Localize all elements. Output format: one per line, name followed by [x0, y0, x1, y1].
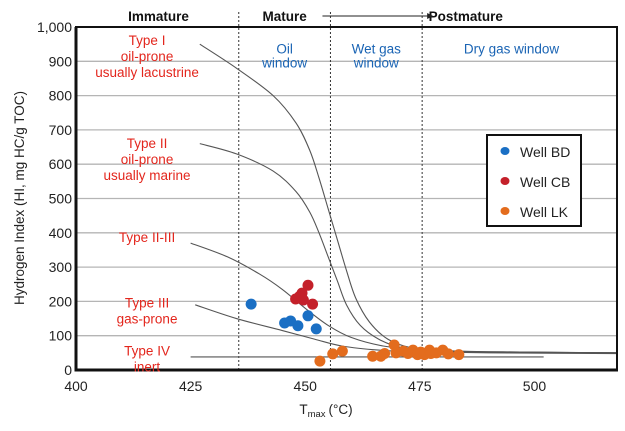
y-tick-label: 800	[49, 88, 73, 104]
x-tick-label: 475	[408, 378, 432, 394]
x-tick-label: 450	[294, 378, 318, 394]
window-label: Dry gas window	[464, 42, 560, 57]
data-point-well-cb	[302, 279, 314, 291]
data-points	[245, 279, 465, 367]
legend-marker-well-cb	[500, 177, 510, 185]
window-label: Oil window	[261, 42, 307, 71]
x-tick-label: 500	[523, 378, 547, 394]
y-tick-label: 500	[49, 191, 73, 207]
kerogen-type-label: Type II oil-prone usually marine	[104, 136, 191, 183]
plot-frame	[74, 26, 618, 372]
data-point-well-bd	[310, 323, 322, 335]
y-tick-label: 700	[49, 122, 73, 138]
y-tick-label: 600	[49, 156, 73, 172]
grid-lines	[76, 60, 617, 337]
curve-type-ii-iii	[190, 242, 618, 354]
kerogen-type-label-line: usually lacustrine	[95, 65, 199, 80]
zone-header-postmature: Postmature	[429, 9, 504, 24]
y-tick-label: 0	[64, 362, 72, 378]
legend-marker-well-lk	[500, 207, 510, 215]
legend-marker-well-bd	[500, 147, 510, 155]
data-point-well-cb	[297, 294, 309, 306]
kerogen-type-label-line: Type III	[125, 295, 169, 310]
kerogen-type-label-line: Type IV	[124, 343, 170, 358]
zone-header-mature: Mature	[262, 9, 307, 24]
data-point-well-lk	[442, 348, 454, 360]
x-tick-labels: 400 425 450 475 500	[64, 378, 546, 394]
arrow-head-icon	[427, 13, 434, 19]
kerogen-type-label-line: oil-prone	[121, 152, 174, 167]
window-label-line: Oil	[276, 42, 293, 57]
window-label-line: Dry gas window	[464, 42, 560, 57]
y-tick-label: 1,000	[37, 19, 72, 35]
data-point-well-lk	[453, 349, 465, 361]
x-axis-title: Tmax (°C)	[299, 402, 352, 420]
kerogen-type-label: Type II-III	[119, 230, 175, 245]
y-tick-label: 900	[49, 53, 73, 69]
window-label: Wet gas window	[352, 42, 402, 71]
kerogen-type-label-line: inert	[134, 359, 161, 374]
kerogen-type-label-line: oil-prone	[121, 49, 174, 64]
x-tick-label: 425	[179, 378, 203, 394]
legend: Well BD Well CB Well LK	[486, 134, 582, 227]
data-point-well-bd	[292, 320, 304, 332]
y-tick-labels: 0 100 200 300 400 500 600 700 800 900 1,000	[37, 19, 72, 378]
zone-headers: Immature Mature Postmature	[128, 9, 503, 24]
y-tick-label: 100	[49, 328, 73, 344]
legend-label-well-cb: Well CB	[520, 174, 570, 190]
curve-type-iii	[195, 304, 618, 355]
x-axis-title-main: T	[299, 402, 307, 417]
zone-header-immature: Immature	[128, 9, 189, 24]
kerogen-type-label-line: usually marine	[104, 168, 191, 183]
kerogen-type-label-line: gas-prone	[117, 311, 178, 326]
kerogen-type-label-line: Type I	[129, 33, 166, 48]
data-point-well-bd	[245, 298, 257, 310]
x-tick-label: 400	[64, 378, 88, 394]
x-axis-title-unit: (°C)	[329, 402, 353, 417]
window-label-line: window	[353, 56, 399, 71]
data-point-well-cb	[307, 298, 319, 310]
x-axis-title-sub: max	[308, 409, 326, 420]
data-point-well-lk	[379, 348, 391, 360]
y-tick-label: 200	[49, 293, 73, 309]
kerogen-type-label: Type IV inert	[124, 343, 170, 374]
data-point-well-lk	[314, 355, 326, 367]
kerogen-type-label-line: Type II-III	[119, 230, 175, 245]
window-label-line: window	[261, 56, 307, 71]
window-label-line: Wet gas	[352, 42, 402, 57]
legend-label-well-lk: Well LK	[520, 204, 569, 220]
data-point-well-lk	[336, 345, 348, 357]
y-tick-label: 300	[49, 259, 73, 275]
data-point-well-lk	[327, 348, 339, 360]
legend-label-well-bd: Well BD	[520, 144, 570, 160]
y-axis-title: Hydrogen Index (HI, mg HC/g TOC)	[12, 91, 27, 305]
y-tick-label: 400	[49, 225, 73, 241]
data-point-well-bd	[302, 310, 314, 322]
kerogen-type-label-line: Type II	[127, 136, 168, 151]
kerogen-type-label: Type III gas-prone	[117, 295, 178, 326]
data-point-well-lk	[367, 350, 379, 362]
